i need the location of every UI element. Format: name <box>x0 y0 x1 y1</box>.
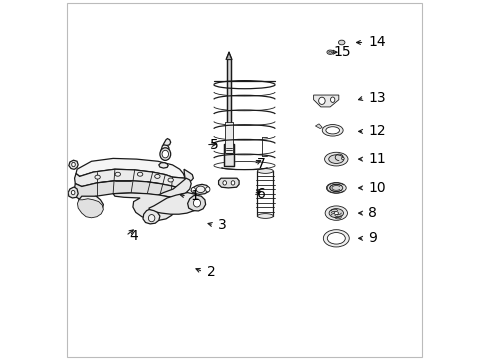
Polygon shape <box>187 195 205 211</box>
Polygon shape <box>149 193 200 214</box>
Polygon shape <box>218 178 239 188</box>
Text: 7: 7 <box>257 157 265 171</box>
Polygon shape <box>68 187 78 198</box>
Text: 8: 8 <box>367 206 376 220</box>
Ellipse shape <box>328 51 331 53</box>
Polygon shape <box>313 95 338 107</box>
Polygon shape <box>225 52 231 59</box>
Ellipse shape <box>328 155 343 163</box>
Polygon shape <box>158 178 191 197</box>
Text: 1: 1 <box>190 189 199 203</box>
Polygon shape <box>159 163 168 168</box>
Text: 6: 6 <box>257 187 265 201</box>
Ellipse shape <box>333 212 338 215</box>
Polygon shape <box>77 199 103 218</box>
Ellipse shape <box>162 150 168 158</box>
Text: 13: 13 <box>367 91 385 105</box>
Ellipse shape <box>137 172 142 176</box>
Polygon shape <box>191 184 209 194</box>
Ellipse shape <box>326 233 345 244</box>
Ellipse shape <box>325 127 339 134</box>
Ellipse shape <box>223 181 226 185</box>
Polygon shape <box>69 160 78 169</box>
Ellipse shape <box>325 183 346 193</box>
Polygon shape <box>142 210 160 224</box>
Polygon shape <box>224 122 232 153</box>
Ellipse shape <box>318 97 325 104</box>
Ellipse shape <box>231 181 234 185</box>
Ellipse shape <box>160 148 170 161</box>
Polygon shape <box>163 139 170 145</box>
Text: 11: 11 <box>367 152 385 166</box>
Polygon shape <box>315 124 322 129</box>
Ellipse shape <box>324 152 347 166</box>
Ellipse shape <box>191 188 195 193</box>
Ellipse shape <box>257 213 273 219</box>
Ellipse shape <box>323 230 348 247</box>
Ellipse shape <box>196 186 204 193</box>
Ellipse shape <box>257 168 273 174</box>
Ellipse shape <box>328 209 343 217</box>
Ellipse shape <box>325 206 347 220</box>
Text: 9: 9 <box>367 231 376 245</box>
Ellipse shape <box>154 175 160 179</box>
Ellipse shape <box>168 178 173 182</box>
Text: 12: 12 <box>367 125 385 138</box>
Text: 4: 4 <box>129 229 138 243</box>
Text: 14: 14 <box>367 36 385 49</box>
Text: 2: 2 <box>206 265 215 279</box>
Polygon shape <box>75 169 186 188</box>
Text: 3: 3 <box>217 218 226 232</box>
Polygon shape <box>161 144 168 160</box>
Text: 5: 5 <box>209 138 218 152</box>
Polygon shape <box>223 144 234 166</box>
Polygon shape <box>79 196 103 214</box>
Ellipse shape <box>330 97 334 102</box>
Ellipse shape <box>148 215 155 222</box>
Ellipse shape <box>329 184 342 192</box>
Polygon shape <box>183 169 193 181</box>
Ellipse shape <box>115 172 120 176</box>
Polygon shape <box>227 59 230 153</box>
Ellipse shape <box>341 157 344 159</box>
Ellipse shape <box>95 175 100 179</box>
Polygon shape <box>75 181 186 200</box>
Ellipse shape <box>193 199 200 207</box>
Polygon shape <box>113 193 177 220</box>
Ellipse shape <box>72 162 75 167</box>
Text: 10: 10 <box>367 181 385 195</box>
Ellipse shape <box>338 40 344 45</box>
Ellipse shape <box>205 187 209 192</box>
Ellipse shape <box>322 125 343 136</box>
Text: 15: 15 <box>333 45 350 59</box>
Polygon shape <box>76 158 185 178</box>
Ellipse shape <box>71 190 75 195</box>
Ellipse shape <box>326 50 333 54</box>
